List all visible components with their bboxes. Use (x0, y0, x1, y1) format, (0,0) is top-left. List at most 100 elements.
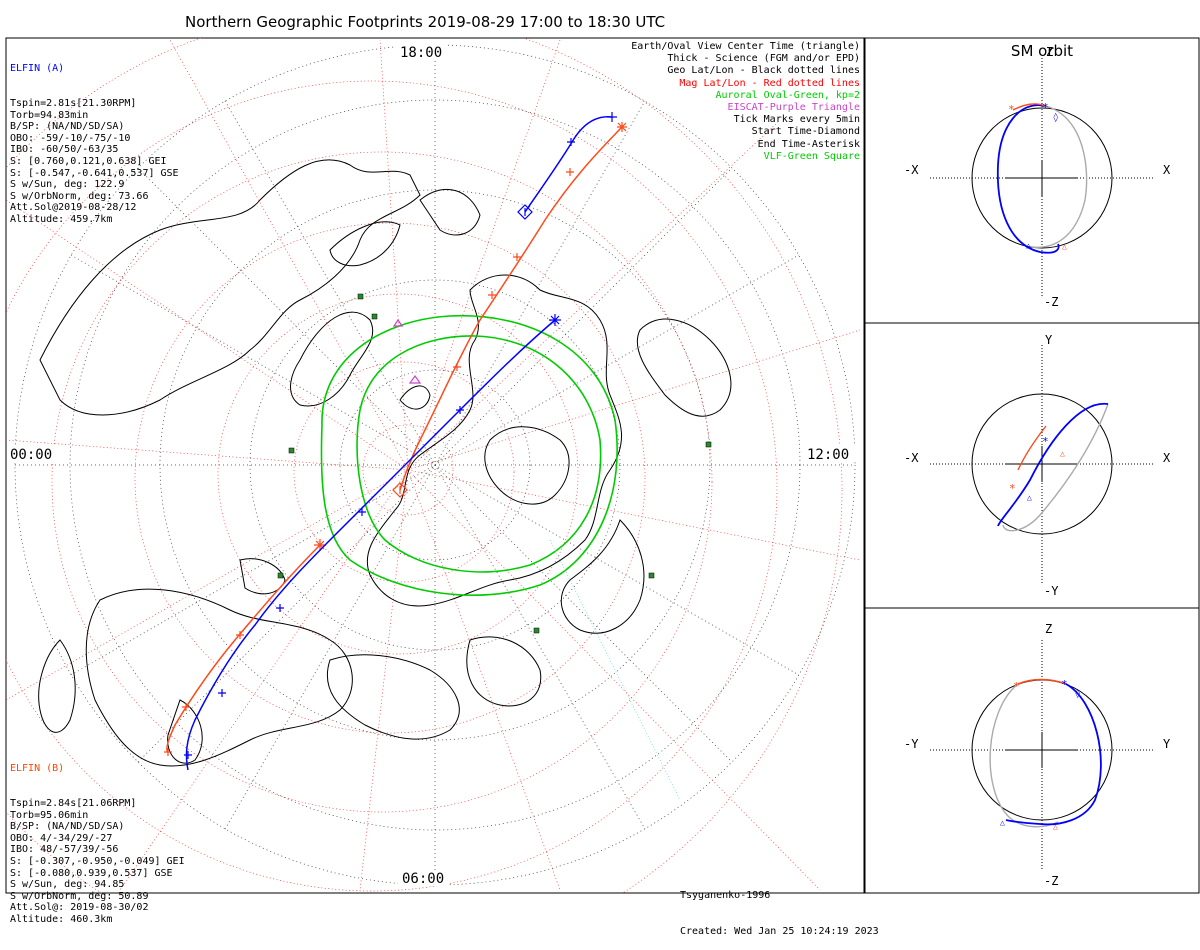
elfin-a-track (184, 112, 617, 771)
elfin-b-line: IBO: 48/-57/39/-56 (10, 844, 119, 856)
elfin-b-parameters: Tspin=2.84s[21.06RPM] Torb=95.06min B/SP: … (10, 798, 185, 926)
svg-text:△: △ (1062, 242, 1067, 251)
vlf-square (277, 572, 284, 579)
elfin-a-name: ELFIN (A) (10, 63, 65, 75)
sm2-left: -X (904, 451, 919, 465)
start-diamond-b (392, 482, 408, 498)
time-label-top: 18:00 (400, 45, 442, 61)
auroral-oval (320, 314, 618, 596)
time-label-left: 00:00 (10, 447, 52, 463)
svg-text:△: △ (1000, 818, 1005, 827)
polar-map: 18:00 00:00 12:00 06:00 (6, 38, 861, 893)
svg-text:*: * (1061, 678, 1068, 691)
sm2-right: X (1163, 451, 1171, 465)
svg-text:*: * (1042, 101, 1049, 114)
elfin-a-parameters: Tspin=2.81s[21.30RPM] Torb=94.83min B/SP: … (10, 98, 179, 226)
legend-item: Geo Lat/Lon - Black dotted lines (667, 65, 860, 77)
sm1-right: X (1163, 163, 1171, 177)
elfin-a-line: S: [-0.547,-0.641,0.537] GSE (10, 167, 179, 179)
svg-text:◊: ◊ (1053, 112, 1058, 123)
elfin-b-line: S: [-0.080,0.939,0.537] GSE (10, 867, 173, 879)
sm-orbit-frame (864, 37, 1200, 894)
elfin-a-line: S: [0.760,0.121,0.638] GEI (10, 155, 167, 167)
elfin-a-line: IBO: -60/50/-63/35 (10, 144, 119, 156)
created-label: Created: Wed Jan 25 10:24:19 2023 (680, 926, 879, 937)
elfin-a-line: OBO: -59/-10/-75/-10 (10, 132, 131, 144)
map-legend: Earth/Oval View Center Time (triangle) Th… (631, 41, 860, 163)
projection-line (549, 539, 681, 801)
elfin-a-info: ELFIN (A) Tspin=2.81s[21.30RPM] Torb=94.8… (10, 40, 179, 237)
sm3-top: Z (1045, 622, 1052, 636)
geo-grid (14, 44, 856, 886)
svg-text:*: * (1008, 103, 1015, 116)
sm1-top: Z (1046, 45, 1053, 59)
svg-text:△: △ (1060, 449, 1065, 458)
elfin-b-info: ELFIN (B) Tspin=2.84s[21.06RPM] Torb=95.0… (10, 740, 185, 937)
map-frame (5, 37, 865, 894)
svg-text:△: △ (1027, 493, 1032, 502)
eiscat-triangle (392, 318, 404, 327)
elfin-b-line: S w/Sun, deg: 94.85 (10, 879, 125, 891)
svg-text:*: * (1013, 680, 1020, 693)
elfin-a-line: Altitude: 459.7km (10, 213, 113, 225)
map-title: Northern Geographic Footprints 2019-08-2… (185, 13, 666, 31)
legend-item: Start Time-Diamond (751, 126, 860, 138)
mag-grid (6, 38, 861, 893)
legend-item: Auroral Oval-Green, kp=2 (715, 89, 861, 101)
legend-item: VLF-Green Square (763, 150, 860, 162)
elfin-b-name: ELFIN (B) (10, 763, 65, 775)
elfin-b-line: B/SP: (NA/ND/SD/SA) (10, 821, 125, 833)
model-label: Tsyganenko-1996 (680, 890, 771, 901)
elfin-b-line: OBO: 4/-34/29/-27 (10, 832, 113, 844)
sm1-left: -X (904, 163, 919, 177)
svg-text:*: * (1042, 435, 1049, 448)
elfin-a-line: B/SP: (NA/ND/SD/SA) (10, 121, 125, 133)
sm-title: SM orbit (1011, 42, 1073, 60)
sm2-top: Y (1045, 333, 1053, 347)
sm-panel-1: * * ◊ △ △ (930, 58, 1154, 298)
legend-item: EISCAT-Purple Triangle (727, 102, 860, 114)
elfin-a-line: S w/OrbNorm, deg: 73.66 (10, 190, 149, 202)
elfin-b-line: Torb=95.06min (10, 809, 89, 821)
sm3-right: Y (1163, 737, 1171, 751)
sm-panel-3: * * ◊ △ △ (930, 640, 1154, 870)
svg-text:◊: ◊ (1075, 688, 1080, 699)
svg-text:△: △ (1053, 822, 1058, 831)
legend-item: Tick Marks every 5min (733, 114, 860, 126)
sm-axis-labels: SM orbit Z -Z -X X Y -Y -X X Z -Z -Y Y (904, 42, 1171, 888)
vlf-square (357, 293, 364, 300)
elfin-a-line: S w/Sun, deg: 122.9 (10, 179, 125, 191)
sm-panel-2: * * △ △ (930, 345, 1154, 583)
time-label-right: 12:00 (807, 447, 849, 463)
end-asterisk-a (549, 314, 561, 326)
elfin-b-line: S: [-0.307,-0.950,-0.049] GEI (10, 855, 185, 867)
legend-item: Thick - Science (FGM and/or EPD) (667, 53, 860, 65)
svg-text:△: △ (1026, 241, 1031, 250)
sm3-bottom: -Z (1044, 874, 1058, 888)
sm3-left: -Y (904, 737, 919, 751)
view-center-triangle (408, 374, 422, 384)
elfin-a-line: Tspin=2.81s[21.30RPM] (10, 97, 137, 109)
time-label-bottom: 06:00 (402, 871, 444, 887)
legend-item: End Time-Asterisk (757, 138, 860, 150)
elfin-a-line: Att.Sol@2019-08-28/12 (10, 202, 137, 214)
elfin-b-track (164, 122, 627, 756)
vlf-square (533, 627, 540, 634)
sm1-bottom: -Z (1044, 295, 1058, 309)
vlf-square (371, 313, 378, 320)
elfin-b-line: Tspin=2.84s[21.06RPM] (10, 797, 137, 809)
figure-canvas: 18:00 00:00 12:00 06:00 * * ◊ △ △ * * △ … (5, 37, 1200, 894)
coastlines (38, 159, 732, 767)
legend-item: Mag Lat/Lon - Red dotted lines (679, 77, 860, 89)
vlf-square (705, 441, 712, 448)
elfin-a-line: Torb=94.83min (10, 109, 89, 121)
vlf-square (288, 447, 295, 454)
vlf-stations (277, 293, 712, 634)
legend-item: Earth/Oval View Center Time (triangle) (631, 41, 860, 52)
sm2-bottom: -Y (1044, 584, 1059, 598)
svg-text:*: * (1009, 482, 1016, 495)
start-diamond-a (517, 204, 533, 220)
map-footer: Tsyganenko-1996 Created: Wed Jan 25 10:2… (680, 866, 879, 950)
elfin-b-line: Att.Sol@: 2019-08-30/02 (10, 902, 149, 914)
end-asterisk-b (617, 122, 627, 132)
